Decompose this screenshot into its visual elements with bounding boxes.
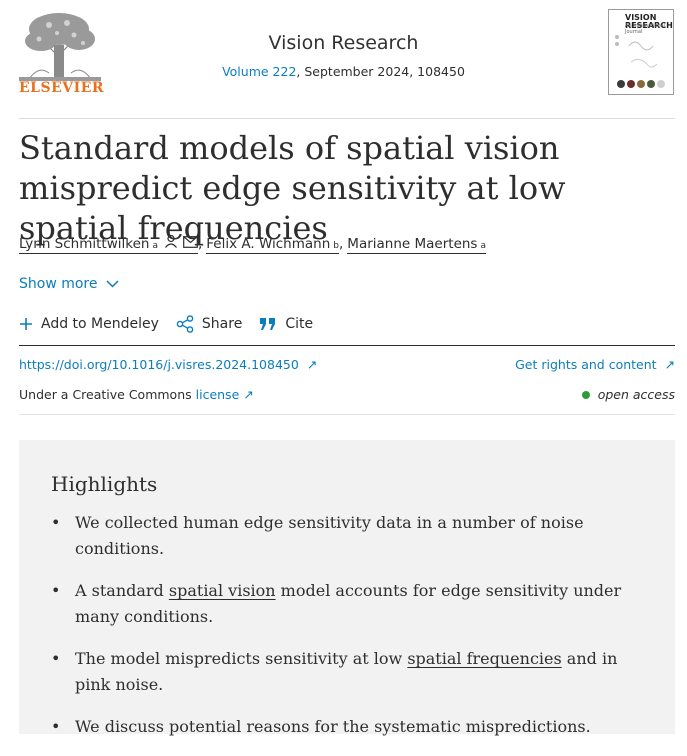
highlights-panel: Highlights We collected human edge sensi…	[19, 440, 675, 740]
affiliation-sup: a	[480, 241, 486, 251]
author-link[interactable]: Marianne Maertens a	[347, 236, 486, 254]
share-icon	[176, 315, 194, 333]
highlight-text: and in pink noise.	[75, 649, 618, 694]
doi-text: https://doi.org/10.1016/j.visres.2024.10…	[19, 357, 299, 372]
chevron-down-icon	[105, 280, 119, 288]
author-name: Marianne Maertens	[347, 236, 478, 252]
cite-button[interactable]: Cite	[259, 316, 313, 332]
author-name: Lynn Schmittwilken	[19, 236, 150, 252]
separator: ,	[339, 236, 344, 252]
highlights-title: Highlights	[51, 472, 158, 496]
external-link-icon: ↗	[239, 387, 254, 402]
divider	[19, 345, 675, 346]
highlight-text: The model mispredicts sensitivity at low	[75, 649, 408, 668]
highlight-item: We discuss potential reasons for the sys…	[51, 714, 651, 740]
affiliation-sup: a	[152, 241, 158, 251]
add-to-mendeley-label: Add to Mendeley	[41, 316, 159, 332]
divider	[19, 118, 675, 119]
author-link[interactable]: Lynn Schmittwilken a	[19, 234, 198, 254]
elsevier-logo[interactable]	[19, 9, 101, 99]
license-prefix: Under a Creative Commons	[19, 387, 192, 402]
highlights-list: We collected human edge sensitivity data…	[51, 510, 651, 756]
spatial-frequencies-link[interactable]: spatial frequencies	[407, 649, 562, 668]
author-name: Felix A. Wichmann	[206, 236, 331, 252]
envelope-icon	[183, 236, 198, 248]
doi-link[interactable]: https://doi.org/10.1016/j.visres.2024.10…	[19, 357, 317, 372]
spatial-vision-link[interactable]: spatial vision	[168, 581, 276, 600]
volume-link[interactable]: Volume 222	[222, 64, 297, 79]
highlight-item: We collected human edge sensitivity data…	[51, 510, 651, 562]
highlight-item: A standard spatial vision model accounts…	[51, 578, 651, 630]
rights-link[interactable]: Get rights and content ↗	[515, 357, 675, 372]
open-access-badge: open access	[581, 387, 675, 402]
divider	[19, 414, 675, 415]
cover-art-icon	[615, 35, 665, 88]
tree-icon	[19, 9, 101, 81]
author-link[interactable]: Felix A. Wichmann b	[206, 236, 339, 254]
publisher-name: ELSEVIER	[19, 80, 105, 96]
cover-subtitle: An International Journal	[625, 23, 666, 35]
separator: ,	[197, 236, 203, 252]
doi-row: https://doi.org/10.1016/j.visres.2024.10…	[19, 357, 675, 372]
external-link-icon: ↗	[660, 357, 675, 372]
open-access-dot-icon	[581, 390, 590, 399]
journal-cover[interactable]: VISION RESEARCH An International Journal	[608, 9, 674, 95]
license-row: Under a Creative Commons license ↗ open …	[19, 387, 675, 402]
journal-title-link[interactable]: Vision Research	[268, 32, 419, 54]
rights-text: Get rights and content	[515, 357, 657, 372]
highlight-text: model accounts for edge sensitivity unde…	[75, 581, 622, 626]
highlight-text: A standard	[75, 581, 169, 600]
author-list: Lynn Schmittwilken a , Felix A. Wichmann b…	[19, 234, 486, 254]
issue-info: , September 2024, 108450	[296, 64, 465, 79]
share-button[interactable]: Share	[176, 315, 242, 333]
plus-icon	[20, 318, 32, 330]
journal-meta: Volume 222, September 2024, 108450	[0, 64, 687, 79]
show-more-label: Show more	[19, 276, 98, 292]
external-link-icon: ↗	[302, 357, 318, 372]
cover-title: VISION RESEARCH	[625, 13, 673, 30]
cite-label: Cite	[285, 316, 314, 332]
journal-title[interactable]: Vision Research	[0, 32, 687, 54]
license-info: Under a Creative Commons license ↗	[19, 387, 254, 402]
license-link-text: license	[195, 387, 240, 402]
article-actions: Add to Mendeley Share Cite	[19, 315, 330, 333]
affiliation-sup: b	[333, 241, 339, 251]
share-label: Share	[201, 316, 243, 332]
highlight-text: We discuss potential reasons for the sys…	[75, 717, 591, 736]
show-more-button[interactable]: Show more	[19, 276, 119, 292]
article-title: Standard models of spatial vision mispre…	[19, 129, 566, 247]
person-icon	[164, 234, 177, 248]
add-to-mendeley-button[interactable]: Add to Mendeley	[19, 316, 159, 332]
highlight-text: We collected human edge sensitivity data…	[75, 513, 584, 558]
open-access-label: open access	[597, 387, 675, 402]
quote-icon	[260, 318, 276, 330]
license-link[interactable]: license ↗	[196, 387, 254, 402]
highlight-item: The model mispredicts sensitivity at low…	[51, 646, 651, 698]
